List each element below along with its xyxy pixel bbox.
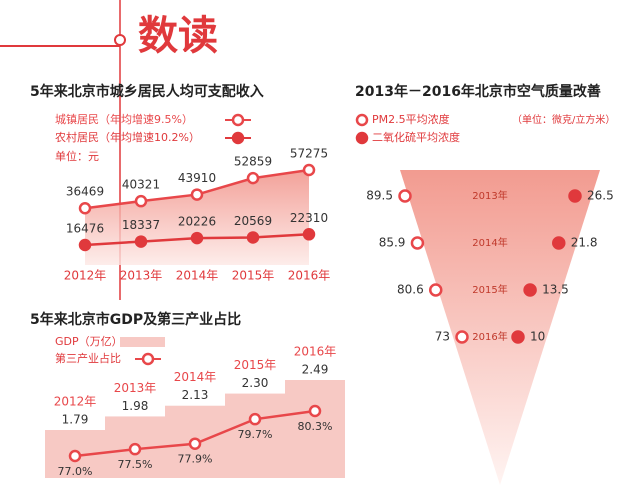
value-label: 26.5 xyxy=(587,189,614,203)
x-tick-label: 2012年 xyxy=(64,269,107,283)
header-title: 数读 xyxy=(138,13,218,59)
value-label: 89.5 xyxy=(366,189,393,203)
value-label: 77.5% xyxy=(118,458,153,471)
legend-symbol xyxy=(141,352,155,366)
point xyxy=(523,283,537,297)
point xyxy=(190,231,204,245)
point xyxy=(302,163,316,177)
point xyxy=(134,194,148,208)
value-label: 40321 xyxy=(122,178,160,192)
value-label: 57275 xyxy=(290,147,328,161)
value-label: 85.9 xyxy=(379,236,406,250)
point xyxy=(455,330,469,344)
legend-label: GDP（万亿） xyxy=(55,335,123,348)
value-label: 36469 xyxy=(66,185,104,199)
x-tick-label: 2014年 xyxy=(176,269,219,283)
x-tick-label: 2013年 xyxy=(120,269,163,283)
x-tick-label: 2012年 xyxy=(54,395,97,409)
value-label: 1.79 xyxy=(62,413,89,427)
point xyxy=(308,404,322,418)
value-label: 43910 xyxy=(178,171,216,185)
legend-label: PM2.5平均浓度 xyxy=(372,112,450,126)
legend-label: 农村居民（年均增速10.2%） xyxy=(55,130,200,144)
point xyxy=(248,412,262,426)
point xyxy=(246,231,260,244)
legend-label: 城镇居民（年均增速9.5%） xyxy=(55,112,193,126)
value-label: 80.3% xyxy=(298,420,333,433)
legend-symbol xyxy=(231,113,245,127)
unit-label: （单位：微克/立方米） xyxy=(512,113,615,126)
chart-title: 5年来北京市城乡居民人均可支配收入 xyxy=(30,83,264,100)
legend-symbol xyxy=(120,337,165,347)
value-label: 21.8 xyxy=(571,236,598,250)
value-label: 2.13 xyxy=(182,388,209,402)
value-label: 13.5 xyxy=(542,283,569,297)
unit-label: 单位：元 xyxy=(55,149,99,163)
x-tick-label: 2014年 xyxy=(174,370,217,384)
point xyxy=(78,238,92,252)
chart-title: 2013年－2016年北京市空气质量改善 xyxy=(355,83,601,100)
value-label: 77.0% xyxy=(58,465,93,478)
bar xyxy=(225,393,285,478)
value-label: 77.9% xyxy=(178,453,213,466)
category-label: 2016年 xyxy=(472,330,507,343)
x-tick-label: 2015年 xyxy=(232,269,275,283)
point xyxy=(134,235,148,248)
funnel-shape xyxy=(400,170,600,485)
value-label: 80.6 xyxy=(397,283,424,297)
legend-label: 第三产业占比 xyxy=(55,351,121,365)
point xyxy=(188,437,202,450)
category-label: 2013年 xyxy=(472,189,507,202)
point xyxy=(190,188,204,201)
point xyxy=(302,228,316,241)
value-label: 79.7% xyxy=(238,428,273,441)
x-tick-label: 2015年 xyxy=(234,358,277,372)
value-label: 1.98 xyxy=(122,399,149,413)
legend-symbol xyxy=(355,131,369,145)
point xyxy=(398,189,412,203)
value-label: 52859 xyxy=(234,155,272,169)
point xyxy=(552,236,566,250)
category-label: 2015年 xyxy=(472,283,507,296)
x-tick-label: 2016年 xyxy=(294,345,337,359)
point xyxy=(568,189,582,203)
point xyxy=(128,442,142,456)
point xyxy=(511,330,525,344)
point xyxy=(68,449,82,463)
value-label: 16476 xyxy=(66,222,104,236)
legend-symbol xyxy=(355,113,369,127)
value-label: 20226 xyxy=(178,215,216,229)
bar xyxy=(285,380,345,478)
value-label: 2.49 xyxy=(302,363,329,377)
x-tick-label: 2016年 xyxy=(288,269,331,283)
value-label: 18337 xyxy=(122,218,160,232)
category-label: 2014年 xyxy=(472,236,507,249)
value-label: 22310 xyxy=(290,211,328,225)
point xyxy=(246,171,260,185)
x-tick-label: 2013年 xyxy=(114,381,157,395)
value-label: 10 xyxy=(530,330,545,344)
value-label: 73 xyxy=(435,330,450,344)
legend-symbol xyxy=(231,131,245,145)
value-label: 2.30 xyxy=(242,376,269,390)
chart-title: 5年来北京市GDP及第三产业占比 xyxy=(30,311,241,328)
point xyxy=(410,236,425,250)
value-label: 20569 xyxy=(234,214,272,228)
header-dot xyxy=(114,34,126,46)
point xyxy=(428,283,443,297)
point xyxy=(78,201,92,215)
legend-label: 二氧化硫平均浓度 xyxy=(372,130,460,144)
